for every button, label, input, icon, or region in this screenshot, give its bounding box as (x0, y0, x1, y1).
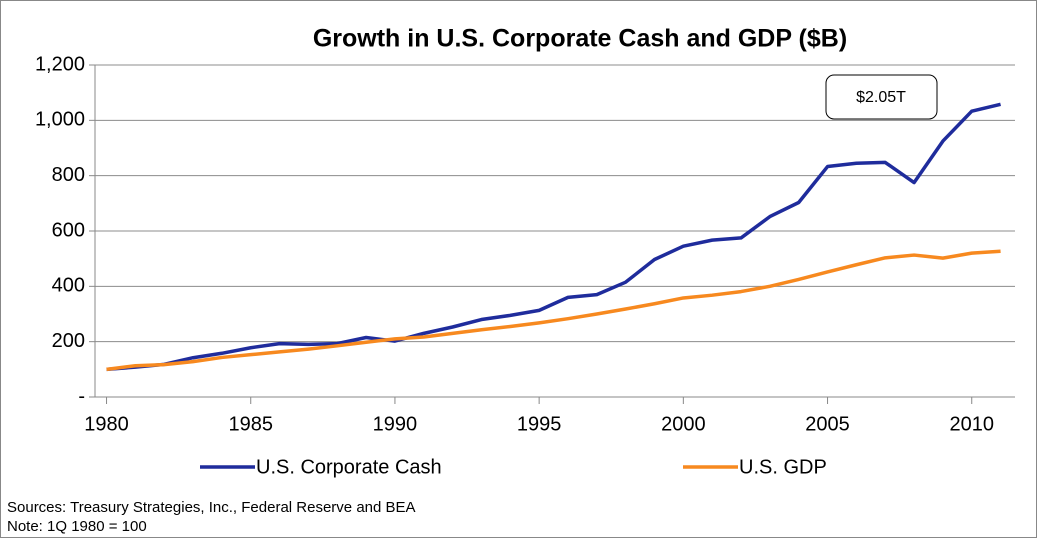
x-tick-label: 2005 (805, 413, 850, 435)
chart-title: Growth in U.S. Corporate Cash and GDP ($… (313, 25, 847, 53)
y-tick-label: 200 (52, 330, 85, 352)
x-tick-label: 1980 (84, 413, 129, 435)
series-line (106, 249, 1001, 372)
x-tick-label: 1995 (517, 413, 562, 435)
x-tick-label: 2010 (949, 413, 994, 435)
y-tick-label: 800 (52, 164, 85, 186)
y-tick-label: 1,000 (35, 109, 85, 131)
legend-label: U.S. Corporate Cash (256, 456, 442, 478)
y-tick-label: 400 (52, 275, 85, 297)
x-tick-label: 1990 (373, 413, 418, 435)
series-line (106, 102, 1001, 372)
note: Note: 1Q 1980 = 100 (7, 518, 147, 535)
y-tick-label: - (78, 385, 85, 407)
y-tick-label: 600 (52, 219, 85, 241)
legend-label: U.S. GDP (739, 456, 827, 478)
x-tick-label: 2000 (661, 413, 706, 435)
annotation: $2.05T (856, 89, 906, 106)
y-tick-label: 1,200 (35, 53, 85, 75)
annotation-box (825, 74, 938, 120)
sources: Sources: Treasury Strategies, Inc., Fede… (7, 499, 416, 516)
x-tick-label: 1985 (228, 413, 273, 435)
